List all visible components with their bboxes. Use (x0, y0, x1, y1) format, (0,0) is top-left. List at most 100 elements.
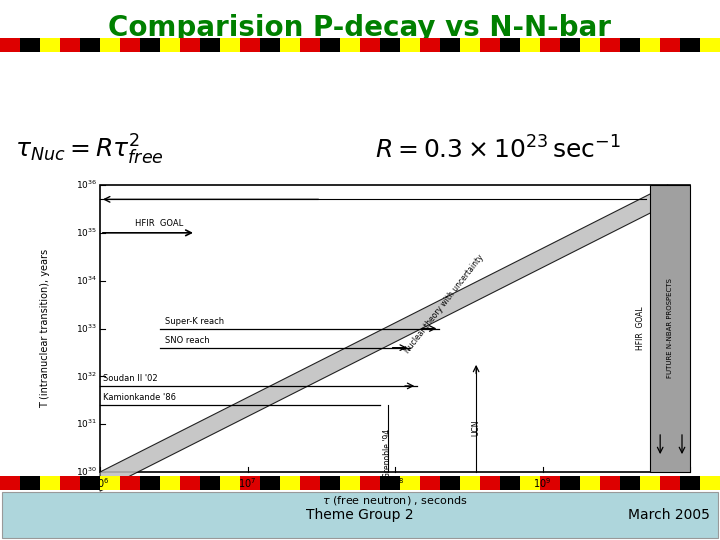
Bar (180, 476, 200, 490)
Bar (240, 476, 260, 490)
Text: UCN: UCN (472, 420, 481, 436)
Bar (600, 476, 620, 490)
Bar (440, 38, 460, 52)
Text: $10^{33}$: $10^{33}$ (76, 322, 97, 335)
Bar (460, 38, 480, 52)
Text: HFIR  GOAL: HFIR GOAL (135, 219, 183, 228)
Bar (600, 38, 620, 52)
Bar (360, 38, 380, 52)
Polygon shape (100, 185, 668, 491)
Text: Theme Group 2: Theme Group 2 (306, 508, 414, 522)
Bar (680, 476, 700, 490)
Bar (220, 38, 240, 52)
Bar (260, 476, 280, 490)
Text: $\tau_{Nuc} = R\tau^2_{free}$: $\tau_{Nuc} = R\tau^2_{free}$ (15, 133, 163, 167)
Bar (520, 476, 540, 490)
Bar (460, 476, 480, 490)
Bar (0, 38, 20, 52)
Bar (140, 38, 160, 52)
Bar (680, 38, 700, 52)
Bar (140, 476, 160, 490)
Bar (100, 476, 120, 490)
Text: $10^{35}$: $10^{35}$ (76, 227, 97, 239)
Bar (620, 38, 640, 52)
Bar (700, 476, 720, 490)
Text: Soudan II '02: Soudan II '02 (103, 374, 158, 383)
Bar (620, 476, 640, 490)
Text: T (intranuclear transition), years: T (intranuclear transition), years (40, 249, 50, 408)
Text: $R = 0.3\times10^{23}\,\mathrm{sec}^{-1}$: $R = 0.3\times10^{23}\,\mathrm{sec}^{-1}… (375, 137, 621, 164)
Bar (420, 476, 440, 490)
Bar (400, 476, 420, 490)
Bar (380, 38, 400, 52)
Text: $10^{34}$: $10^{34}$ (76, 274, 97, 287)
Text: $10^{10}$: $10^{10}$ (679, 476, 701, 490)
Text: March 2005: March 2005 (628, 508, 710, 522)
Bar (40, 38, 60, 52)
Bar (60, 38, 80, 52)
Bar (200, 476, 220, 490)
Bar (160, 38, 180, 52)
Text: SNO reach: SNO reach (165, 336, 210, 345)
Text: $10^{30}$: $10^{30}$ (76, 466, 97, 478)
Text: FUTURE N-NBAR PROSPECTS: FUTURE N-NBAR PROSPECTS (667, 279, 673, 379)
Bar (200, 38, 220, 52)
Bar (480, 476, 500, 490)
Bar (280, 38, 300, 52)
Bar (500, 38, 520, 52)
Bar (20, 476, 40, 490)
Bar (660, 476, 680, 490)
Bar (120, 476, 140, 490)
Bar (660, 38, 680, 52)
Bar (100, 185, 690, 472)
Bar (580, 476, 600, 490)
Text: Comparision P-decay vs N-N-bar: Comparision P-decay vs N-N-bar (109, 14, 611, 42)
Bar (300, 38, 320, 52)
Text: HFIR  GOAL: HFIR GOAL (636, 307, 644, 350)
Bar (340, 476, 360, 490)
Bar (640, 38, 660, 52)
Text: Kamionkande '86: Kamionkande '86 (103, 393, 176, 402)
Text: $10^{31}$: $10^{31}$ (76, 418, 97, 430)
Bar (480, 38, 500, 52)
Bar (580, 38, 600, 52)
Text: $10^{36}$: $10^{36}$ (76, 179, 97, 191)
Text: $10^{32}$: $10^{32}$ (76, 370, 97, 382)
Bar (360, 476, 380, 490)
Bar (650, 185, 690, 472)
Bar (40, 476, 60, 490)
Bar (420, 38, 440, 52)
Text: $10^8$: $10^8$ (386, 476, 404, 490)
Bar (540, 476, 560, 490)
Bar (120, 38, 140, 52)
Bar (340, 38, 360, 52)
Bar (240, 38, 260, 52)
Bar (320, 476, 340, 490)
Bar (540, 38, 560, 52)
Bar (60, 476, 80, 490)
Bar (640, 476, 660, 490)
Bar (560, 476, 580, 490)
Bar (80, 38, 100, 52)
Bar (20, 38, 40, 52)
Bar (500, 476, 520, 490)
Bar (2, 492, 718, 538)
Text: Super-K reach: Super-K reach (165, 316, 224, 326)
Bar (80, 476, 100, 490)
Text: $10^7$: $10^7$ (238, 476, 256, 490)
Bar (180, 38, 200, 52)
Text: Nuclear theory with uncertainty: Nuclear theory with uncertainty (403, 253, 486, 355)
Bar (280, 476, 300, 490)
Bar (160, 476, 180, 490)
Bar (560, 38, 580, 52)
Text: Grenoble '94: Grenoble '94 (383, 429, 392, 478)
Bar (380, 476, 400, 490)
Bar (260, 38, 280, 52)
Bar (300, 476, 320, 490)
Text: $10^9$: $10^9$ (534, 476, 552, 490)
Bar (0, 476, 20, 490)
Bar (320, 38, 340, 52)
Bar (100, 38, 120, 52)
Bar (700, 38, 720, 52)
Bar (520, 38, 540, 52)
